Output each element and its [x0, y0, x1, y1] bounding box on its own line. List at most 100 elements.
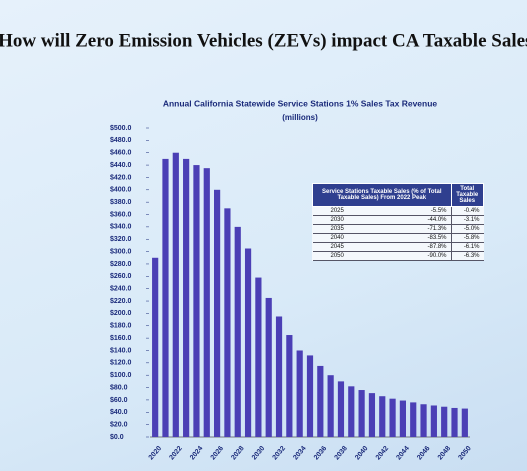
table-row: 2035-71.3%-5.0% [313, 225, 484, 234]
y-tick-label: $440.0 [110, 162, 132, 169]
x-tick-label: 2036 [313, 445, 328, 462]
data-table: Service Stations Taxable Sales (% of Tot… [312, 183, 484, 261]
x-tick-label: 2040 [354, 445, 369, 462]
y-tick-label: $20.0 [110, 421, 128, 428]
y-tick-label: $500.0 [110, 125, 132, 132]
chart-unit: (millions) [282, 113, 318, 122]
bar [276, 316, 282, 437]
table-cell: 2040 [313, 234, 393, 243]
bar [235, 227, 241, 437]
bar [420, 404, 426, 437]
y-tick-label: $280.0 [110, 261, 132, 268]
table-cell: -6.3% [451, 252, 484, 261]
x-tick-label: 2026 [210, 445, 225, 462]
y-tick-label: $180.0 [110, 323, 132, 330]
bar [286, 335, 292, 437]
table-row: 2025-5.5%-0.4% [313, 207, 484, 216]
slide: How will Zero Emission Vehicles (ZEVs) i… [0, 0, 527, 471]
y-tick-label: $0.0 [110, 434, 124, 441]
table-row: 2050-90.0%-6.3% [313, 252, 484, 261]
table-cell: 2025 [313, 207, 393, 216]
table-cell: -90.0% [393, 252, 452, 261]
table-cell: 2050 [313, 252, 393, 261]
bar [359, 390, 365, 437]
y-tick-label: $420.0 [110, 174, 132, 181]
bar [162, 159, 168, 437]
bar [379, 396, 385, 437]
y-tick-label: $60.0 [110, 397, 128, 404]
y-tick-label: $140.0 [110, 347, 132, 354]
y-tick-label: $460.0 [110, 150, 132, 157]
table-cell: -87.8% [393, 243, 452, 252]
x-tick-label: 2044 [395, 445, 410, 462]
table-row: 2045-87.8%-6.1% [313, 243, 484, 252]
y-tick-label: $160.0 [110, 335, 132, 342]
y-tick-label: $40.0 [110, 409, 128, 416]
table-cell: -0.4% [451, 207, 484, 216]
bar [183, 159, 189, 437]
table-cell: -6.1% [451, 243, 484, 252]
table-cell: 2045 [313, 243, 393, 252]
bar [307, 355, 313, 437]
bar [173, 153, 179, 437]
bar [441, 407, 447, 437]
table-header: Service Stations Taxable Sales (% of Tot… [313, 184, 452, 207]
bar [317, 366, 323, 437]
bar [338, 381, 344, 437]
table-cell: -83.5% [393, 234, 452, 243]
slide-title: How will Zero Emission Vehicles (ZEVs) i… [0, 30, 527, 51]
bar [193, 165, 199, 437]
bar [152, 258, 158, 437]
table-cell: -3.1% [451, 216, 484, 225]
table-cell: 2035 [313, 225, 393, 234]
table-cell: -5.5% [393, 207, 452, 216]
table-row: 2030-44.0%-3.1% [313, 216, 484, 225]
bar [224, 208, 230, 437]
x-tick-label: 2020 [148, 445, 163, 462]
bar [451, 408, 457, 437]
y-tick-label: $400.0 [110, 187, 132, 194]
bar [410, 402, 416, 437]
y-tick-label: $380.0 [110, 199, 132, 206]
bar [245, 249, 251, 437]
bar [328, 375, 334, 437]
x-tick-label: 2024 [189, 445, 204, 462]
table-cell: -71.3% [393, 225, 452, 234]
bar [297, 350, 303, 437]
table-cell: 2030 [313, 216, 393, 225]
y-tick-label: $260.0 [110, 273, 132, 280]
x-tick-label: 2034 [292, 445, 307, 462]
x-tick-label: 2022 [168, 445, 183, 462]
table-row: 2040-83.5%-5.8% [313, 234, 484, 243]
y-tick-label: $200.0 [110, 310, 132, 317]
x-tick-label: 2028 [230, 445, 245, 462]
x-tick-label: 2046 [416, 445, 431, 462]
chart-title: Annual California Statewide Service Stat… [163, 98, 438, 108]
table-cell: -5.0% [451, 225, 484, 234]
x-tick-label: 2050 [457, 445, 472, 462]
y-tick-label: $220.0 [110, 298, 132, 305]
table-body: 2025-5.5%-0.4%2030-44.0%-3.1%2035-71.3%-… [313, 207, 484, 261]
bar [214, 190, 220, 437]
bar [369, 393, 375, 437]
y-tick-label: $340.0 [110, 224, 132, 231]
y-tick-label: $480.0 [110, 137, 132, 144]
bar [431, 405, 437, 437]
x-tick-label: 2042 [375, 445, 390, 462]
y-tick-label: $360.0 [110, 211, 132, 218]
bar [389, 399, 395, 437]
y-tick-label: $240.0 [110, 286, 132, 293]
table-header: Total Taxable Sales [451, 184, 484, 207]
bar [400, 401, 406, 437]
y-tick-label: $100.0 [110, 372, 132, 379]
bar [348, 386, 354, 437]
bar [462, 409, 468, 437]
bar [266, 298, 272, 437]
x-tick-label: 2030 [251, 445, 266, 462]
x-tick-label: 2038 [334, 445, 349, 462]
x-tick-label: 2032 [272, 445, 287, 462]
y-tick-label: $300.0 [110, 248, 132, 255]
y-tick-label: $80.0 [110, 384, 128, 391]
table-cell: -44.0% [393, 216, 452, 225]
table-cell: -5.8% [451, 234, 484, 243]
